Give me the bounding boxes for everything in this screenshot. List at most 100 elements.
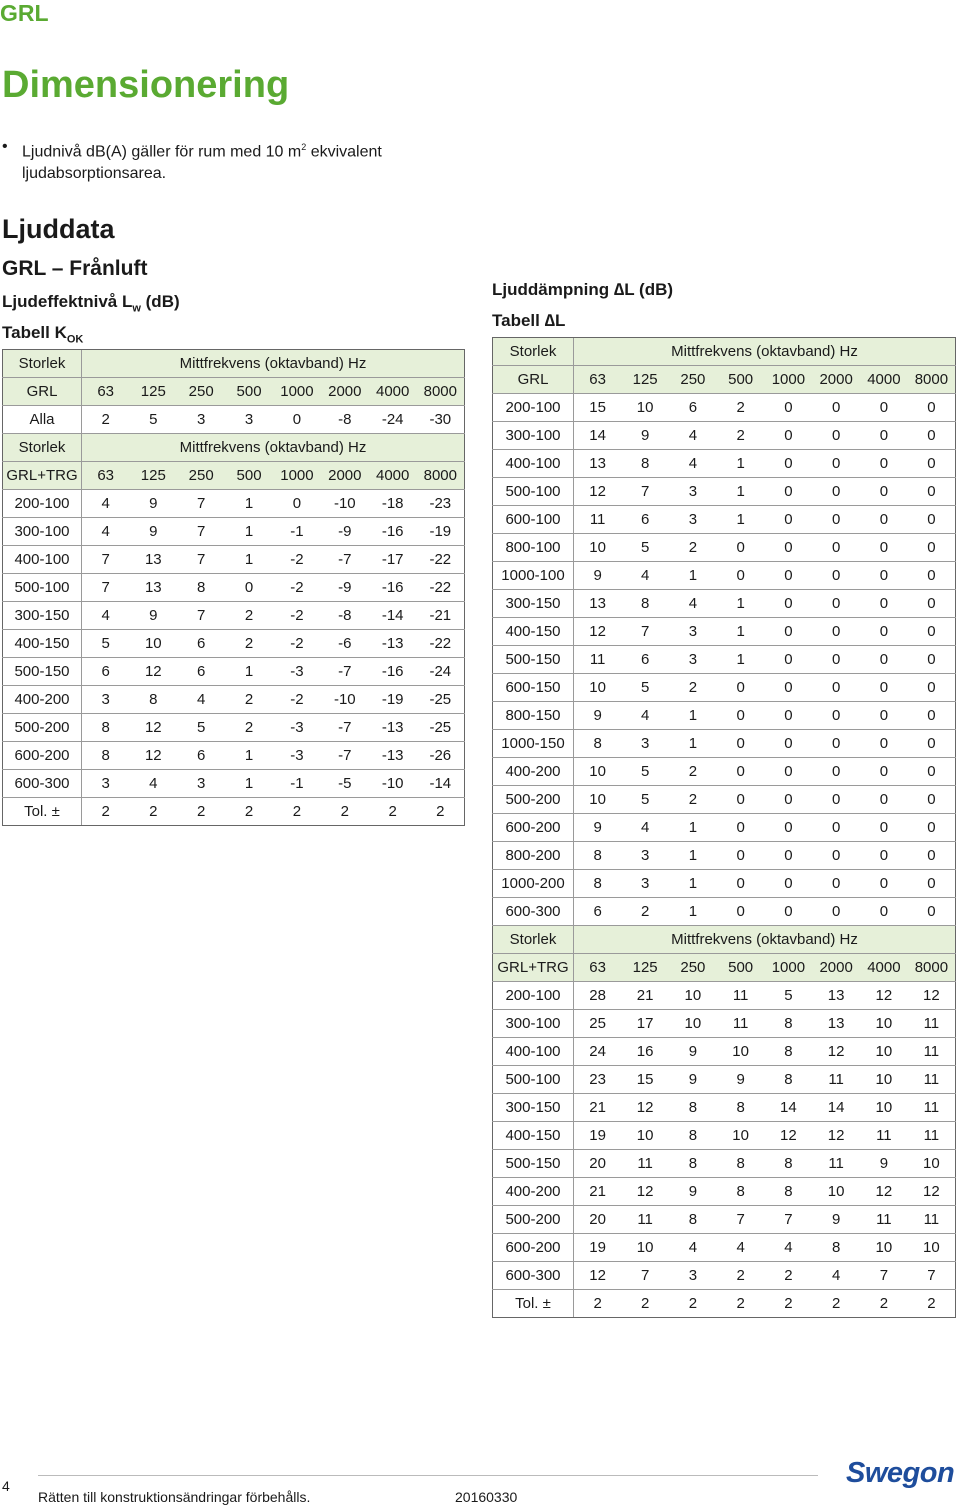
value-cell: 2 (716, 393, 765, 422)
value-cell: 8 (81, 741, 130, 770)
frequency-cell: 2000 (320, 461, 369, 490)
heading-sub: w (132, 302, 141, 315)
value-cell: -2 (273, 629, 321, 658)
value-cell: 11 (573, 505, 622, 534)
value-cell: 12 (907, 981, 956, 1010)
value-cell: -22 (416, 573, 465, 602)
value-cell: -30 (416, 405, 465, 434)
size-cell: 200-100 (2, 489, 82, 518)
value-cell: 7 (177, 545, 226, 574)
value-cell: 10 (812, 1177, 860, 1206)
footer-date: 20160330 (455, 1489, 518, 1505)
value-cell: 0 (716, 729, 765, 758)
value-cell: 8 (716, 1093, 765, 1122)
bullet-dot-icon: • (2, 138, 8, 155)
value-cell: 0 (860, 617, 908, 646)
value-cell: 0 (907, 505, 956, 534)
value-cell: -14 (368, 601, 417, 630)
table-row: 300-150 13 8 4 1 0 0 0 0 (492, 589, 956, 618)
table-row: 500-100 23 15 9 9 8 11 10 11 (492, 1065, 956, 1094)
value-cell: 0 (907, 617, 956, 646)
value-cell: 0 (860, 477, 908, 506)
value-cell: 1 (225, 741, 273, 770)
value-cell: 5 (621, 757, 669, 786)
frequency-header: Mittfrekvens (oktavband) Hz (573, 337, 956, 366)
value-cell: 14 (573, 421, 622, 450)
value-cell: -22 (416, 545, 465, 574)
value-cell: 4 (177, 685, 226, 714)
value-cell: 0 (907, 813, 956, 842)
value-cell: 0 (716, 841, 765, 870)
value-cell: 0 (764, 673, 813, 702)
value-cell: 0 (764, 477, 813, 506)
frequency-cell: 63 (573, 953, 622, 982)
value-cell: -10 (368, 769, 417, 798)
value-cell: 5 (764, 981, 813, 1010)
value-cell: 11 (907, 1205, 956, 1234)
value-cell: 9 (573, 701, 622, 730)
value-cell: 12 (129, 713, 178, 742)
value-cell: 8 (81, 713, 130, 742)
note-text-part: Ljudnivå dB(A) gäller för rum med 10 m (22, 143, 302, 161)
frequency-cell: 4000 (860, 365, 908, 394)
value-cell: 0 (907, 589, 956, 618)
value-cell: 0 (812, 841, 860, 870)
value-cell: 23 (573, 1065, 622, 1094)
value-cell: 2 (860, 1289, 908, 1318)
table-row: 1000-100 9 4 1 0 0 0 0 0 (492, 561, 956, 590)
value-cell: 12 (764, 1121, 813, 1150)
size-cell: Alla (2, 405, 82, 434)
value-cell: 0 (716, 561, 765, 590)
size-cell: 300-100 (2, 517, 82, 546)
value-cell: 0 (764, 449, 813, 478)
value-cell: 0 (764, 813, 813, 842)
value-cell: 6 (177, 657, 226, 686)
size-cell: Tol. ± (2, 797, 82, 826)
value-cell: 12 (860, 981, 908, 1010)
value-cell: 0 (907, 561, 956, 590)
size-cell: 600-150 (492, 673, 574, 702)
value-cell: 12 (573, 617, 622, 646)
value-cell: 0 (764, 729, 813, 758)
frequency-cell: 250 (177, 377, 226, 406)
table-row: 800-150 9 4 1 0 0 0 0 0 (492, 701, 956, 730)
value-cell: 10 (907, 1233, 956, 1262)
value-cell: 3 (177, 405, 226, 434)
value-cell: 6 (81, 657, 130, 686)
value-cell: 1 (669, 841, 717, 870)
value-cell: -2 (273, 601, 321, 630)
value-cell: 0 (860, 813, 908, 842)
size-cell: 400-200 (492, 1177, 574, 1206)
value-cell: 0 (764, 757, 813, 786)
value-cell: 6 (621, 645, 669, 674)
size-cell: 300-150 (2, 601, 82, 630)
value-cell: -18 (368, 489, 417, 518)
value-cell: 12 (812, 1037, 860, 1066)
table-row: 400-200 3 8 4 2 -2 -10 -19 -25 (2, 685, 465, 714)
value-cell: 5 (621, 673, 669, 702)
value-cell: 0 (764, 869, 813, 898)
table-row: 200-100 4 9 7 1 0 -10 -18 -23 (2, 489, 465, 518)
heading-text: Ljudeffektnivå L (2, 292, 133, 311)
value-cell: 3 (669, 505, 717, 534)
value-cell: -16 (368, 657, 417, 686)
value-cell: 12 (621, 1093, 669, 1122)
value-cell: 4 (81, 489, 130, 518)
table-row: 500-150 11 6 3 1 0 0 0 0 (492, 645, 956, 674)
value-cell: 4 (716, 1233, 765, 1262)
note-text-part: ekvivalent ljudabsorptionsarea. (22, 143, 382, 183)
value-cell: 0 (907, 785, 956, 814)
table-row: 500-200 20 11 8 7 7 9 11 11 (492, 1205, 956, 1234)
size-cell: 500-150 (2, 657, 82, 686)
value-cell: 2 (669, 673, 717, 702)
value-cell: 2 (764, 1289, 813, 1318)
value-cell: -1 (273, 769, 321, 798)
frequency-cell: 4000 (368, 461, 417, 490)
storlek-header: Storlek (2, 349, 82, 378)
value-cell: -16 (368, 573, 417, 602)
value-cell: 0 (860, 505, 908, 534)
table-row: 400-150 19 10 8 10 12 12 11 11 (492, 1121, 956, 1150)
size-cell: 400-200 (2, 685, 82, 714)
value-cell: 4 (669, 421, 717, 450)
value-cell: 0 (764, 421, 813, 450)
